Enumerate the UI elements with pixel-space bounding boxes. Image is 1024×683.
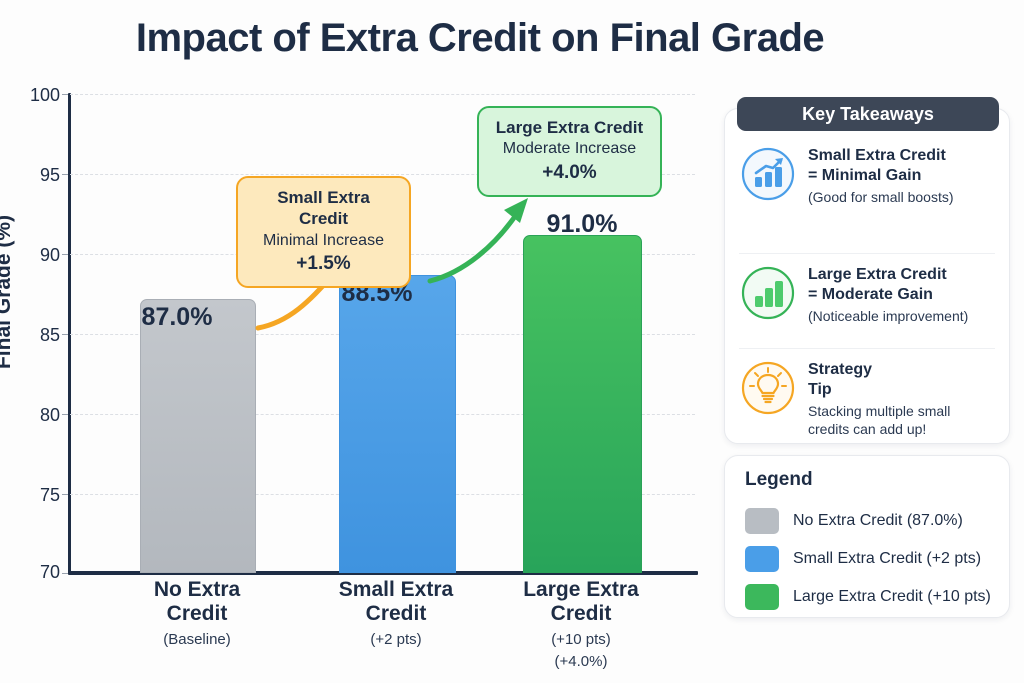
bar-value-no-extra-credit: 87.0%: [141, 303, 213, 331]
y-tick-dash: [62, 414, 69, 415]
callout-subtitle: Minimal Increase: [263, 231, 384, 249]
legend-item-no-extra-credit[interactable]: No Extra Credit (87.0%): [745, 508, 963, 534]
y-tick-100: 100: [29, 85, 60, 105]
x-tick-label-line2: Credit: [166, 602, 228, 626]
takeaway-item-small-credit[interactable]: Small Extra Credit = Minimal Gain (Good …: [739, 145, 995, 206]
takeaway-title-line2: = Moderate Gain: [808, 286, 933, 303]
takeaway-text: Small Extra Credit = Minimal Gain (Good …: [808, 145, 954, 206]
takeaway-note: (Good for small boosts): [808, 189, 954, 205]
bar-large-extra-credit[interactable]: [523, 235, 642, 573]
bar-chart-icon: [739, 264, 797, 322]
callout-title: Large Extra Credit: [495, 118, 644, 137]
y-tick-75: 75: [39, 485, 60, 505]
y-tick-85: 85: [39, 325, 60, 345]
callout-subtitle: Moderate Increase: [502, 140, 637, 158]
x-tick-label-line1: Small Extra: [338, 578, 454, 601]
bar-no-extra-credit[interactable]: [140, 299, 256, 573]
page-title: Impact of Extra Credit on Final Grade: [135, 16, 825, 60]
y-tick-dash: [62, 494, 69, 495]
key-takeaways-header: Key Takeaways: [737, 97, 999, 131]
legend-swatch-green: [745, 584, 779, 610]
y-tick-dash: [62, 573, 69, 574]
x-tick-sublabel: (Baseline): [163, 631, 231, 649]
gridline-95: [70, 174, 695, 175]
takeaway-note: (Noticeable improvement): [808, 308, 969, 324]
takeaway-title-line2: Tip: [808, 381, 832, 398]
takeaway-title-line1: Strategy: [808, 361, 873, 378]
lightbulb-icon: [739, 359, 797, 417]
bar-small-extra-credit[interactable]: [339, 275, 456, 573]
y-tick-80: 80: [39, 405, 60, 425]
takeaway-text: Large Extra Credit = Moderate Gain (Noti…: [808, 264, 968, 325]
bar-value-large-extra-credit: 91.0%: [546, 210, 618, 238]
gridline-100: [70, 94, 695, 95]
legend-item-small-extra-credit[interactable]: Small Extra Credit (+2 pts): [745, 546, 981, 572]
takeaway-note-line2: credits can add up!: [808, 421, 927, 438]
y-tick-90: 90: [39, 245, 60, 265]
legend-item-large-extra-credit[interactable]: Large Extra Credit (+10 pts): [745, 584, 991, 610]
takeaway-item-large-credit[interactable]: Large Extra Credit = Moderate Gain (Noti…: [739, 253, 995, 325]
y-tick-dash: [62, 254, 69, 255]
legend-swatch-blue: [745, 546, 779, 572]
y-tick-dash: [62, 334, 69, 335]
key-takeaways-header-label: Key Takeaways: [802, 103, 934, 124]
takeaway-title-line1: Small Extra Credit: [808, 147, 946, 164]
x-tick-sublabel: (+2 pts): [370, 631, 422, 649]
x-axis-line: [68, 571, 698, 575]
x-tick-label-line2: Credit: [550, 602, 612, 626]
callout-value: +4.0%: [542, 162, 597, 184]
y-tick-95: 95: [39, 165, 60, 185]
key-takeaways-card: Small Extra Credit = Minimal Gain (Good …: [724, 108, 1010, 444]
legend-label: Small Extra Credit (+2 pts): [793, 550, 982, 567]
x-tick-sublabel: (+10 pts): [551, 631, 611, 649]
callout-large-extra-credit: Large Extra Credit Moderate Increase +4.…: [477, 106, 662, 198]
legend-title: Legend: [745, 469, 813, 490]
takeaway-title-line2: = Minimal Gain: [808, 167, 922, 184]
y-tick-dash: [62, 174, 69, 175]
callout-value: +1.5%: [296, 253, 351, 275]
callout-small-extra-credit: Small Extra Credit Minimal Increase +1.5…: [236, 176, 411, 289]
takeaway-title-line1: Large Extra Credit: [808, 266, 947, 283]
takeaway-text: Strategy Tip Stacking multiple small cre…: [808, 359, 950, 438]
callout-title: Small Extra Credit: [277, 188, 370, 229]
legend-swatch-gray: [745, 508, 779, 534]
bar-chart-up-icon: [739, 145, 797, 203]
y-tick-70: 70: [39, 562, 60, 582]
legend-label: No Extra Credit (87.0%): [793, 512, 963, 529]
x-tick-label-line2: Credit: [365, 602, 427, 626]
x-tick-sublabel-2: (+4.0%): [554, 652, 608, 670]
x-tick-large-extra-credit: Large Extra Credit (+10 pts) (+4.0%): [481, 578, 681, 672]
x-tick-label-line1: No Extra: [153, 578, 241, 601]
legend-card: Legend No Extra Credit (87.0%) Small Ext…: [724, 455, 1010, 618]
takeaway-note-line1: Stacking multiple small: [808, 403, 951, 419]
y-tick-dash: [62, 94, 69, 95]
takeaway-item-strategy-tip[interactable]: Strategy Tip Stacking multiple small cre…: [739, 348, 995, 438]
x-tick-no-extra-credit: No Extra Credit (Baseline): [97, 578, 297, 651]
y-axis-line: [68, 93, 71, 574]
x-tick-small-extra-credit: Small Extra Credit (+2 pts): [296, 578, 496, 651]
legend-label: Large Extra Credit (+10 pts): [793, 588, 991, 605]
x-tick-label-line1: Large Extra: [523, 578, 639, 601]
